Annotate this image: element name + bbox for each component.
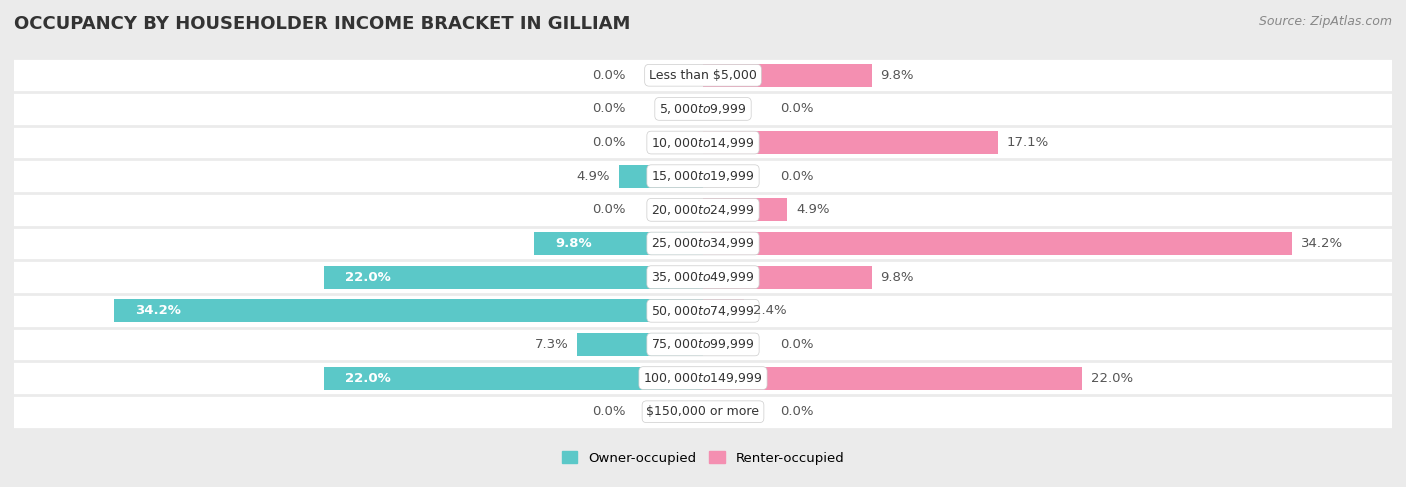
Bar (703, 232, 1292, 255)
Text: 0.0%: 0.0% (780, 169, 814, 183)
Text: 0.0%: 0.0% (592, 69, 626, 82)
Bar (703, 64, 872, 87)
Bar (578, 333, 703, 356)
Bar (703, 198, 787, 221)
Text: 0.0%: 0.0% (780, 338, 814, 351)
Text: 0.0%: 0.0% (780, 102, 814, 115)
Bar (14, 92, 1392, 126)
Bar (534, 232, 703, 255)
Bar (114, 300, 703, 322)
Text: $15,000 to $19,999: $15,000 to $19,999 (651, 169, 755, 183)
Bar (14, 328, 1392, 361)
Bar (14, 193, 1392, 226)
Bar (703, 300, 744, 322)
Legend: Owner-occupied, Renter-occupied: Owner-occupied, Renter-occupied (557, 446, 849, 470)
Bar (323, 367, 703, 390)
Bar (14, 126, 1392, 159)
Text: 0.0%: 0.0% (592, 136, 626, 149)
Text: $5,000 to $9,999: $5,000 to $9,999 (659, 102, 747, 116)
Bar (14, 226, 1392, 261)
Text: 7.3%: 7.3% (534, 338, 568, 351)
Text: $100,000 to $149,999: $100,000 to $149,999 (644, 371, 762, 385)
Text: Source: ZipAtlas.com: Source: ZipAtlas.com (1258, 15, 1392, 28)
Bar (323, 266, 703, 289)
Bar (703, 367, 1083, 390)
Text: 22.0%: 22.0% (1091, 372, 1133, 385)
Text: 0.0%: 0.0% (592, 405, 626, 418)
Text: 4.9%: 4.9% (576, 169, 610, 183)
Text: $20,000 to $24,999: $20,000 to $24,999 (651, 203, 755, 217)
Text: 9.8%: 9.8% (880, 271, 914, 283)
Text: 0.0%: 0.0% (592, 102, 626, 115)
Text: $50,000 to $74,999: $50,000 to $74,999 (651, 304, 755, 318)
Bar (14, 261, 1392, 294)
Text: $75,000 to $99,999: $75,000 to $99,999 (651, 337, 755, 352)
Bar (14, 159, 1392, 193)
Bar (703, 131, 997, 154)
Bar (14, 294, 1392, 328)
Text: 34.2%: 34.2% (1301, 237, 1343, 250)
Text: 9.8%: 9.8% (880, 69, 914, 82)
Text: $10,000 to $14,999: $10,000 to $14,999 (651, 135, 755, 150)
Text: 17.1%: 17.1% (1007, 136, 1049, 149)
Text: 2.4%: 2.4% (754, 304, 786, 318)
Text: 9.8%: 9.8% (555, 237, 592, 250)
Text: 0.0%: 0.0% (592, 204, 626, 216)
Bar (14, 395, 1392, 429)
Text: $25,000 to $34,999: $25,000 to $34,999 (651, 237, 755, 250)
Text: 4.9%: 4.9% (796, 204, 830, 216)
Text: 0.0%: 0.0% (780, 405, 814, 418)
Bar (14, 58, 1392, 92)
Bar (703, 266, 872, 289)
Text: $35,000 to $49,999: $35,000 to $49,999 (651, 270, 755, 284)
Bar (619, 165, 703, 187)
Bar (14, 361, 1392, 395)
Text: OCCUPANCY BY HOUSEHOLDER INCOME BRACKET IN GILLIAM: OCCUPANCY BY HOUSEHOLDER INCOME BRACKET … (14, 15, 630, 33)
Text: 34.2%: 34.2% (135, 304, 180, 318)
Text: Less than $5,000: Less than $5,000 (650, 69, 756, 82)
Text: $150,000 or more: $150,000 or more (647, 405, 759, 418)
Text: 22.0%: 22.0% (344, 271, 391, 283)
Text: 22.0%: 22.0% (344, 372, 391, 385)
